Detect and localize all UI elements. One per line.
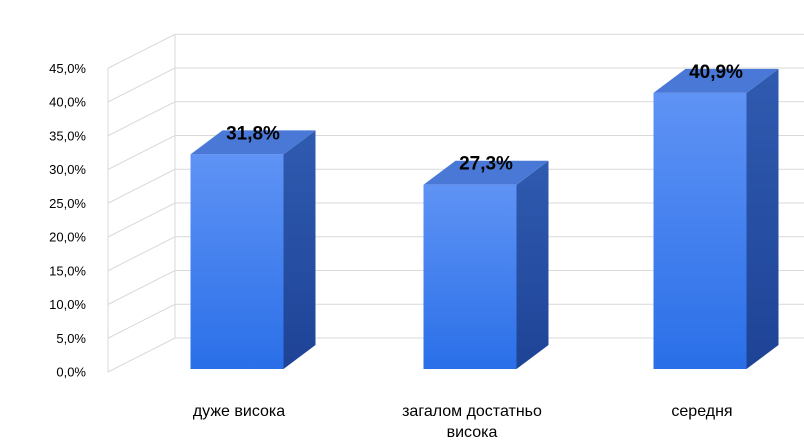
y-tick-label: 35,0% [49, 128, 86, 143]
bar-top [423, 160, 549, 185]
data-label: 40,9% [689, 62, 743, 83]
bar-front [190, 154, 284, 369]
y-tick-label: 0,0% [56, 365, 86, 380]
y-axis-ticks: 0,0% 5,0% 10,0% 15,0% 20,0% 25,0% 30,0% 35,0% 40… [49, 61, 86, 380]
bar-front [423, 184, 517, 369]
y-tick-label: 5,0% [56, 331, 86, 346]
bar-top [653, 68, 779, 93]
bar-side [516, 160, 549, 369]
bar-front [653, 92, 747, 370]
data-label: 27,3% [459, 154, 513, 175]
bar [653, 68, 779, 370]
bar [190, 130, 316, 369]
category-label: загалом достатньо висока [402, 403, 542, 441]
bar [423, 160, 549, 369]
y-tick-label: 15,0% [49, 263, 86, 278]
y-tick-label: 40,0% [49, 95, 86, 110]
gridlines [107, 33, 804, 373]
y-tick-label: 45,0% [49, 61, 86, 76]
y-tick-label: 10,0% [49, 297, 86, 312]
bar-top [190, 130, 316, 155]
bars [190, 68, 779, 370]
bar-side [283, 130, 316, 369]
category-label: середня [671, 403, 732, 420]
data-labels: 31,8% 27,3% 40,9% [226, 62, 743, 175]
y-tick-label: 20,0% [49, 230, 86, 245]
bar-side [746, 68, 779, 370]
data-label: 31,8% [226, 123, 280, 144]
y-tick-label: 30,0% [49, 162, 86, 177]
y-tick-label: 25,0% [49, 196, 86, 211]
x-axis-categories: дуже висока загалом достатньо висока середн… [193, 403, 733, 441]
category-label: дуже висока [193, 403, 285, 420]
